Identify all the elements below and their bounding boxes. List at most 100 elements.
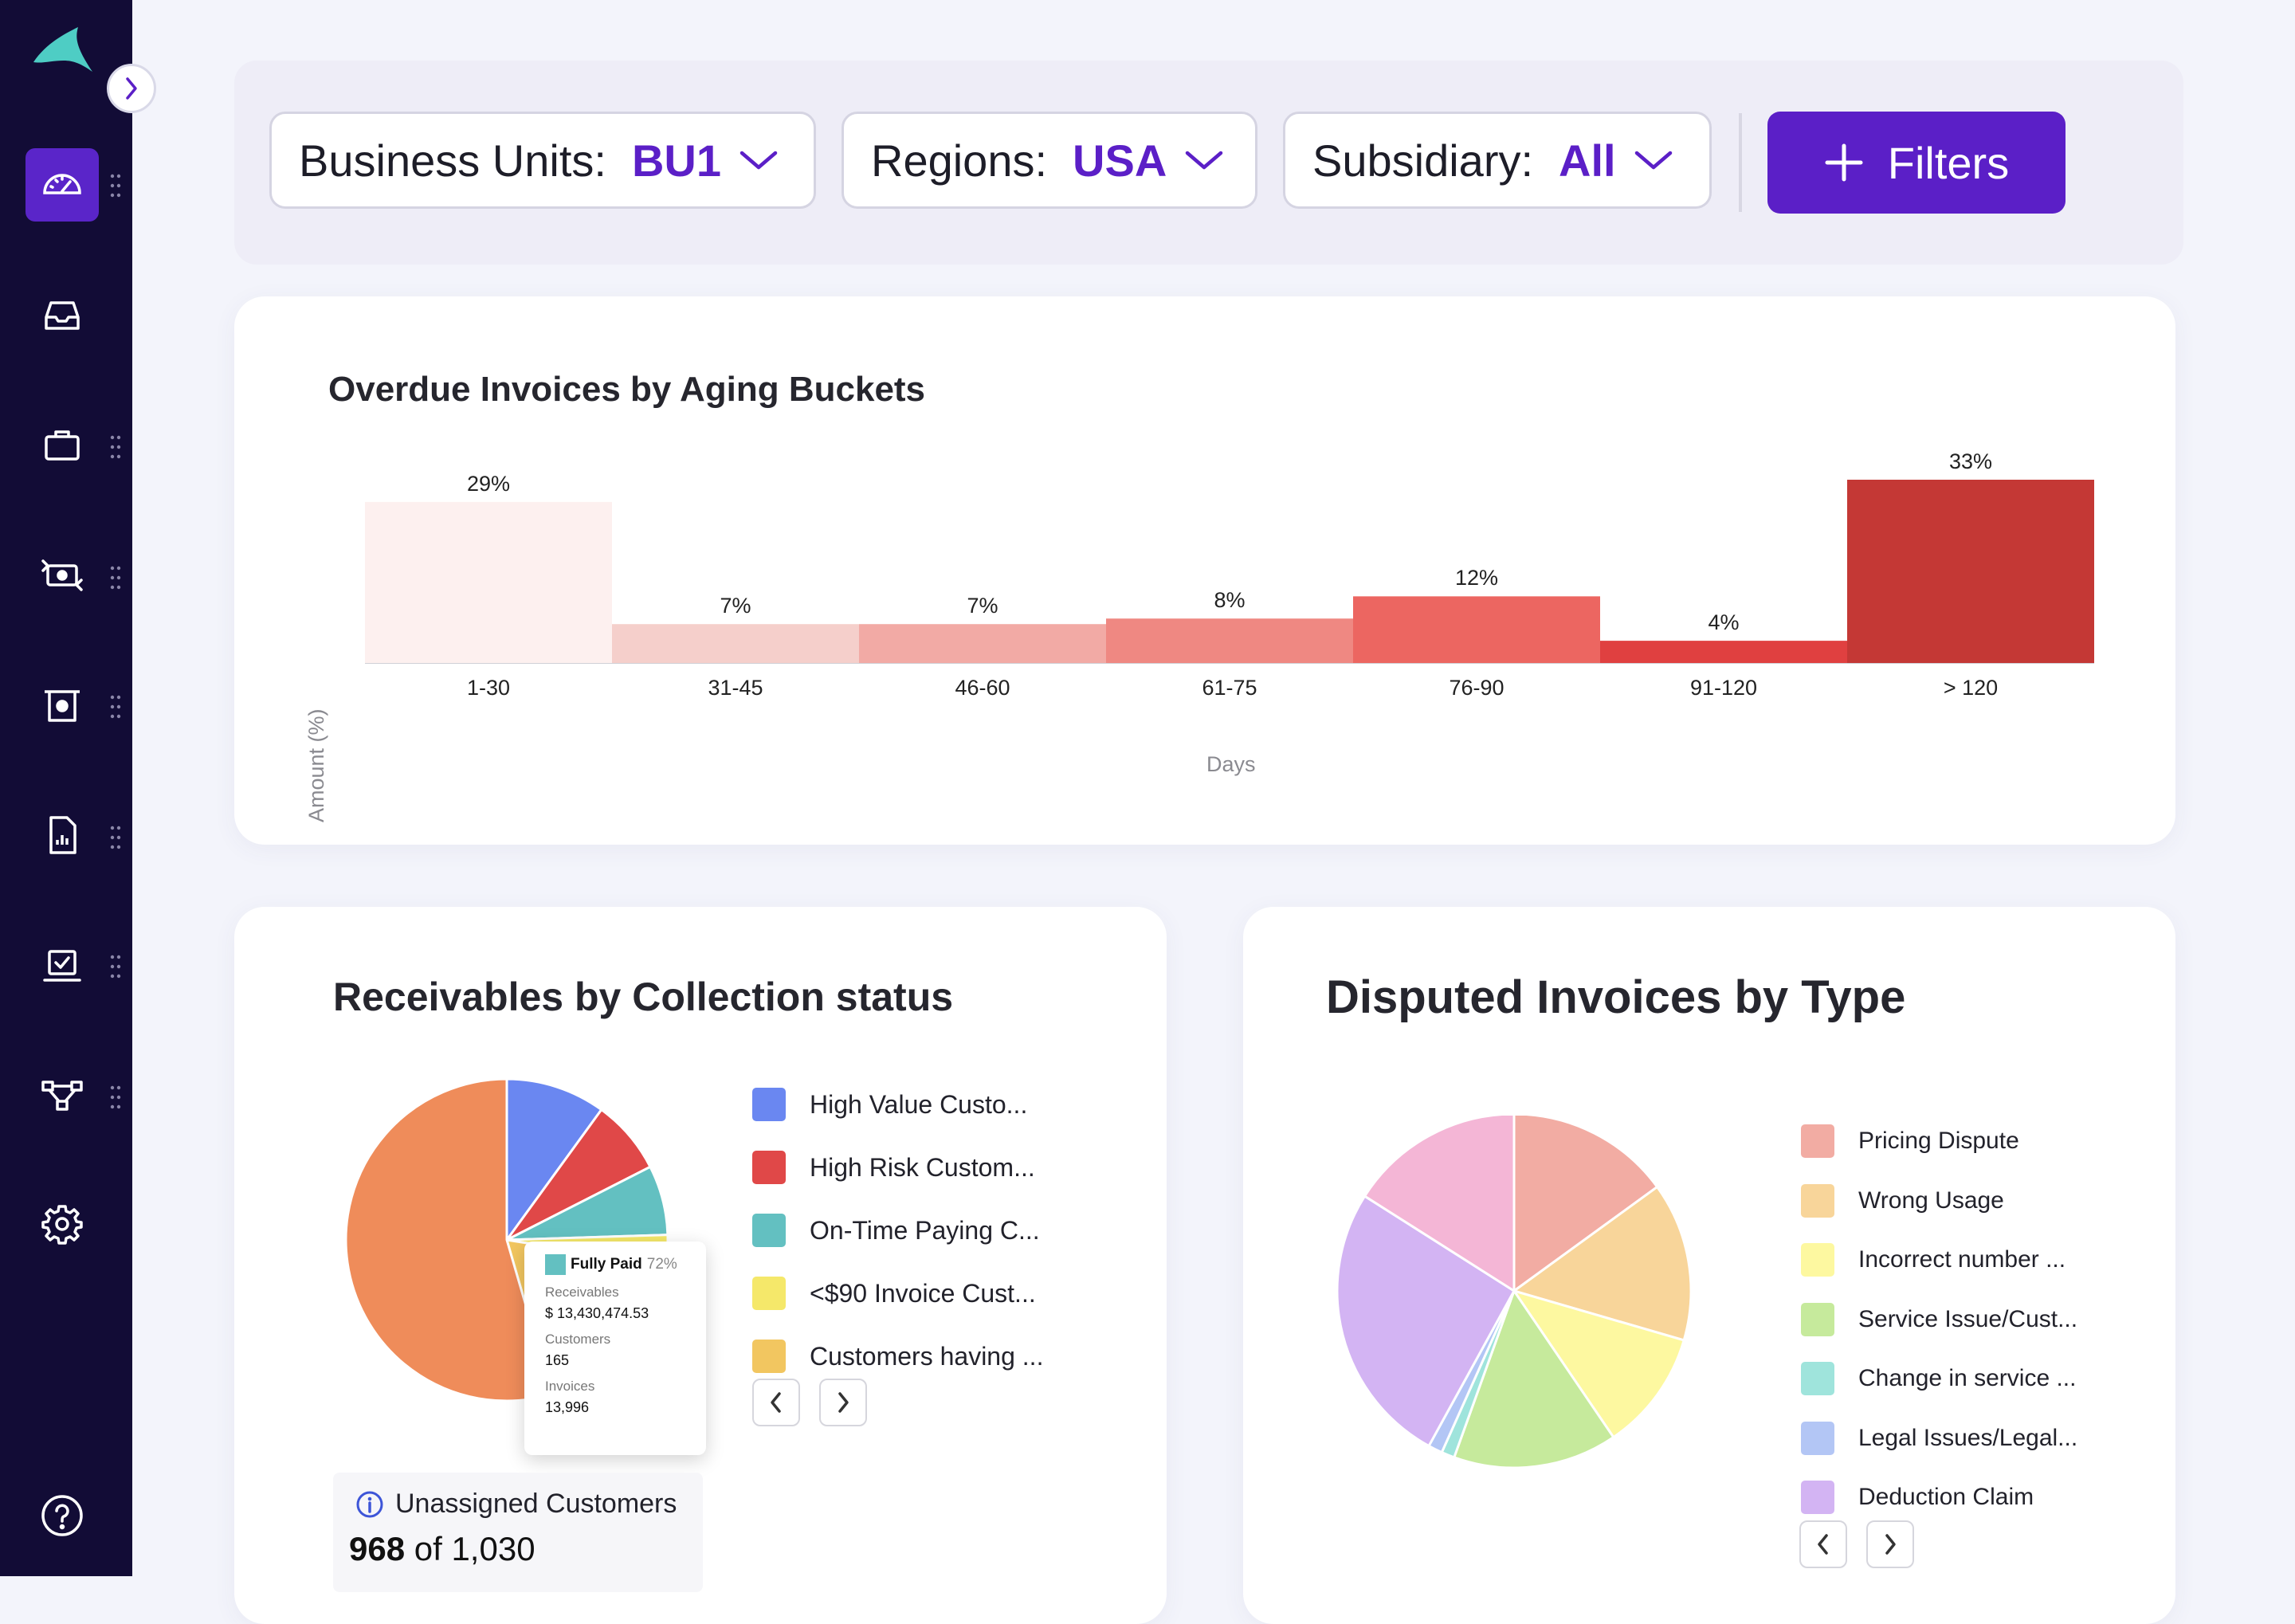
- drag-handle-icon[interactable]: [110, 826, 121, 849]
- chevron-down-icon: [1634, 151, 1672, 170]
- legend-item[interactable]: <$90 Invoice Cust...: [752, 1277, 1036, 1310]
- legend-item[interactable]: Service Issue/Cust...: [1801, 1302, 2078, 1336]
- bar-46-60[interactable]: [859, 624, 1106, 663]
- regions-value: USA: [1073, 135, 1167, 186]
- business-units-filter[interactable]: Business Units: BU1: [269, 112, 816, 209]
- legend-swatch: [1801, 1302, 1834, 1336]
- legend-prev-button[interactable]: [1799, 1520, 1847, 1568]
- legend-next-button[interactable]: [1866, 1520, 1914, 1568]
- bar-value-label: 33%: [1948, 449, 1993, 473]
- y-axis-title: Amount (%): [304, 708, 328, 822]
- drag-handle-icon[interactable]: [110, 435, 121, 459]
- nav-settings[interactable]: [26, 1187, 99, 1261]
- aging-bar-chart: [365, 480, 2094, 664]
- nav-cash-exchange[interactable]: [26, 539, 99, 612]
- drag-handle-icon[interactable]: [110, 955, 121, 979]
- legend-item[interactable]: Customers having ...: [752, 1340, 1043, 1373]
- regions-filter[interactable]: Regions: USA: [842, 112, 1257, 209]
- drag-handle-icon[interactable]: [110, 174, 121, 198]
- pie-tooltip: Fully Paid 72% Receivables $ 13,430,474.…: [524, 1242, 706, 1455]
- legend-label: Legal Issues/Legal...: [1858, 1424, 2078, 1451]
- pie-slice-wrong-usage[interactable]: [1511, 1185, 1693, 1342]
- pie-slice-high-risk-custom[interactable]: [505, 1108, 653, 1242]
- legend-swatch: [1801, 1362, 1834, 1395]
- bar-31-45[interactable]: [612, 624, 859, 663]
- x-tick-label: 46-60: [955, 676, 1010, 700]
- drag-handle-icon[interactable]: [110, 1085, 121, 1109]
- bar-1-30[interactable]: [365, 501, 612, 663]
- nav-approval[interactable]: [26, 929, 99, 1002]
- legend-item[interactable]: Deduction Claim: [1801, 1481, 2034, 1514]
- filters-button-label: Filters: [1887, 137, 2010, 188]
- nav-workflow[interactable]: [26, 1058, 99, 1132]
- legend-label: Service Issue/Cust...: [1858, 1305, 2078, 1332]
- subsidiary-filter[interactable]: Subsidiary: All: [1283, 112, 1712, 209]
- settings-icon: [41, 1205, 83, 1245]
- legend-swatch: [752, 1340, 786, 1373]
- pie-slice-incorrect-number[interactable]: [1511, 1289, 1686, 1439]
- sidebar-toggle-button[interactable]: [107, 64, 156, 113]
- bar-value-label: 8%: [1214, 588, 1246, 613]
- legend-next-button[interactable]: [819, 1379, 867, 1426]
- legend-label: Pricing Dispute: [1858, 1128, 2019, 1154]
- unassigned-of: of: [414, 1530, 442, 1567]
- nav-inbox[interactable]: [26, 279, 99, 352]
- nav-dashboard[interactable]: [26, 148, 99, 222]
- tooltip-receivables-label: Receivables: [545, 1285, 619, 1300]
- pie-slice-pricing-dispute[interactable]: [1512, 1116, 1659, 1293]
- workflow-icon: [41, 1081, 83, 1111]
- chevron-right-icon: [126, 77, 137, 100]
- inbox-icon: [45, 301, 80, 330]
- pie-slice-other[interactable]: [1363, 1116, 1516, 1293]
- add-filters-button[interactable]: Filters: [1767, 112, 2066, 214]
- bar-91-120[interactable]: [1600, 641, 1847, 663]
- drag-handle-icon[interactable]: [110, 695, 121, 719]
- legend-item[interactable]: Pricing Dispute: [1801, 1124, 2019, 1158]
- chevron-right-icon: [838, 1392, 849, 1413]
- legend-item[interactable]: Incorrect number ...: [1801, 1243, 2066, 1277]
- bar-61-75[interactable]: [1106, 618, 1353, 663]
- nav-report[interactable]: [26, 798, 99, 872]
- legend-swatch: [752, 1088, 786, 1121]
- tooltip-invoices-value: 13,996: [545, 1399, 590, 1415]
- bar-value-label: 12%: [1454, 566, 1499, 590]
- x-tick-label: 61-75: [1202, 676, 1257, 700]
- nav-payment[interactable]: [26, 669, 99, 743]
- legend-swatch: [1801, 1124, 1834, 1158]
- legend-item[interactable]: High Value Custo...: [752, 1088, 1027, 1121]
- legend-swatch: [752, 1151, 786, 1184]
- filter-bar: Business Units: BU1 Regions: USA Subsidi…: [234, 61, 2183, 265]
- aging-buckets-card: Overdue Invoices by Aging Buckets Amount…: [234, 296, 2175, 845]
- disputed-pie-chart: [1336, 1116, 1693, 1469]
- unassigned-label: Unassigned Customers: [395, 1489, 677, 1519]
- nav-help[interactable]: [26, 1479, 99, 1552]
- legend-swatch: [752, 1214, 786, 1247]
- legend-label: <$90 Invoice Cust...: [810, 1278, 1036, 1308]
- pie-slice-deduction-claim[interactable]: [1336, 1194, 1516, 1448]
- unassigned-customers-box[interactable]: Unassigned Customers 968 of 1,030: [333, 1473, 703, 1592]
- legend-item[interactable]: Change in service ...: [1801, 1362, 2076, 1395]
- legend-item[interactable]: On-Time Paying C...: [752, 1214, 1040, 1247]
- drag-handle-icon[interactable]: [110, 566, 121, 590]
- nav-briefcase[interactable]: [26, 408, 99, 481]
- x-tick-label: 76-90: [1449, 676, 1504, 700]
- x-tick-label: 91-120: [1689, 676, 1758, 700]
- legend-label: Deduction Claim: [1858, 1484, 2034, 1510]
- legend-label: Wrong Usage: [1858, 1187, 2004, 1214]
- unassigned-total: 1,030: [451, 1530, 536, 1567]
- subsidiary-value: All: [1559, 135, 1616, 186]
- receivables-title: Receivables by Collection status: [333, 975, 954, 1019]
- pie-slice-service-issue-cust[interactable]: [1452, 1288, 1615, 1469]
- pie-slice-high-value-custo[interactable]: [505, 1077, 603, 1244]
- tooltip-percent: 72%: [646, 1256, 677, 1273]
- bar-76-90[interactable]: [1353, 596, 1600, 663]
- tooltip-customers-label: Customers: [545, 1332, 611, 1347]
- legend-item[interactable]: High Risk Custom...: [752, 1151, 1035, 1184]
- legend-prev-button[interactable]: [752, 1379, 800, 1426]
- pie-slice-fully-paid[interactable]: [344, 1077, 554, 1402]
- legend-item[interactable]: Legal Issues/Legal...: [1801, 1421, 2078, 1455]
- regions-label: Regions:: [871, 135, 1048, 186]
- bar--120[interactable]: [1847, 480, 2094, 663]
- legend-item[interactable]: Wrong Usage: [1801, 1183, 2004, 1218]
- subsidiary-label: Subsidiary:: [1312, 135, 1534, 186]
